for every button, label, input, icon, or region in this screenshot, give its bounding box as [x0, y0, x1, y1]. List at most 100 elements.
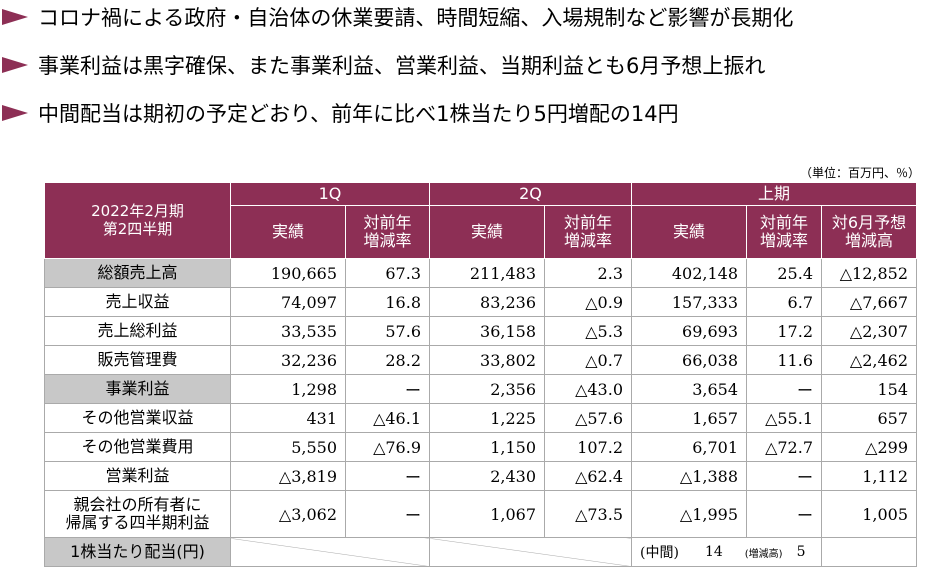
cell-q1: 74,097: [230, 287, 346, 317]
cell-h1-yoy: ー: [746, 461, 822, 491]
col-header-actual: 実績: [631, 205, 747, 259]
bullet-item: 中間配当は期初の予定どおり、前年に比べ1株当たり5円増配の14円: [2, 96, 940, 130]
col-header-actual: 実績: [230, 205, 346, 259]
group-header-1q: 1Q: [230, 182, 430, 206]
cell-h1-fc: △299: [820, 432, 918, 462]
cell-h1: 157,333: [631, 287, 747, 317]
cell-h1: 6,701: [631, 432, 747, 462]
triangle-bullet-icon: [2, 57, 28, 73]
cell-q1-yoy: △46.1: [345, 403, 430, 433]
table-row: 総額売上高 190,665 67.3 211,483 2.3 402,148 25.4 △12…: [44, 258, 918, 288]
cell-q2: 1,225: [429, 403, 545, 433]
row-label: 親会社の所有者に 帰属する四半期利益: [44, 490, 231, 538]
row-label: その他営業費用: [44, 432, 231, 462]
cell-q2-yoy: △0.9: [544, 287, 632, 317]
cell-q1-yoy: 16.8: [345, 287, 430, 317]
cell-q2: 2,356: [429, 374, 545, 404]
cell-q2-yoy: △57.6: [544, 403, 632, 433]
col-header-vs-forecast: 対6月予想 増減高: [820, 205, 918, 259]
dividend-values: (中間) 14 (増減高) 5: [631, 537, 822, 567]
cell-q2-yoy: 107.2: [544, 432, 632, 462]
cell-h1-yoy: 6.7: [746, 287, 822, 317]
interim-value: 14: [704, 544, 723, 560]
col-header-yoy: 対前年 増減率: [544, 205, 632, 259]
cell-q1-yoy: ー: [345, 490, 430, 538]
table-row: その他営業収益 431 △46.1 1,225 △57.6 1,657 △55.1 657: [44, 403, 918, 433]
row-label: 売上収益: [44, 287, 231, 317]
cell-q2-yoy: △5.3: [544, 316, 632, 346]
cell-q1: △3,819: [230, 461, 346, 491]
cell-q2-yoy: 2.3: [544, 258, 632, 288]
cell-h1: 66,038: [631, 345, 747, 375]
table-row: 売上収益 74,097 16.8 83,236 △0.9 157,333 6.7 △7,667: [44, 287, 918, 317]
bullet-text: 中間配当は期初の予定どおり、前年に比べ1株当たり5円増配の14円: [38, 102, 679, 126]
dividend-label: 1株当たり配当(円): [44, 537, 231, 567]
col-header-yoy: 対前年 増減率: [345, 205, 430, 259]
table-row: 親会社の所有者に 帰属する四半期利益 △3,062 ー 1,067 △73.5 △1,995…: [44, 490, 918, 538]
cell-h1: 1,657: [631, 403, 747, 433]
table-row: 事業利益 1,298 ー 2,356 △43.0 3,654 ー 154: [44, 374, 918, 404]
row-label: 売上総利益: [44, 316, 231, 346]
cell-h1-fc: △2,462: [820, 345, 918, 375]
bullet-text: 事業利益は黒字確保、また事業利益、営業利益、当期利益とも6月予想上振れ: [38, 54, 766, 78]
cell-q1-yoy: 67.3: [345, 258, 430, 288]
cell-q2: 33,802: [429, 345, 545, 375]
col-header-yoy: 対前年 増減率: [746, 205, 822, 259]
cell-q2: 1,067: [429, 490, 545, 538]
table-row: その他営業費用 5,550 △76.9 1,150 107.2 6,701 △72.7 △29…: [44, 432, 918, 462]
cell-q2-yoy: △62.4: [544, 461, 632, 491]
table-corner-header: 2022年2月期 第2四半期: [44, 182, 231, 259]
group-header-h1: 上期: [630, 182, 918, 206]
cell-h1-yoy: △72.7: [746, 432, 822, 462]
cell-q2-yoy: △43.0: [544, 374, 632, 404]
cell-h1-fc: △7,667: [820, 287, 918, 317]
cell-h1-fc: 657: [820, 403, 918, 433]
interim-label: (中間): [640, 545, 679, 561]
cell-q1: 32,236: [230, 345, 346, 375]
cell-q1: 190,665: [230, 258, 346, 288]
cell-q1: 33,535: [230, 316, 346, 346]
cell-h1-yoy: 25.4: [746, 258, 822, 288]
dividend-row: 1株当たり配当(円) (中間) 14 (増減高) 5: [44, 537, 918, 567]
corner-text: 2022年2月期 第2四半期: [91, 202, 184, 238]
increase-value: 5: [796, 544, 806, 560]
row-label: 営業利益: [44, 461, 231, 491]
bullet-list: コロナ禍による政府・自治体の休業要請、時間短縮、入場規制など影響が長期化 事業利…: [2, 0, 940, 130]
table-row: 営業利益 △3,819 ー 2,430 △62.4 △1,388 ー 1,112: [44, 461, 918, 491]
table-row: 売上総利益 33,535 57.6 36,158 △5.3 69,693 17.2 △2,30…: [44, 316, 918, 346]
cell-h1: 69,693: [631, 316, 747, 346]
cell-h1-fc: △12,852: [820, 258, 918, 288]
cell-q1: 5,550: [230, 432, 346, 462]
cell-q1: 431: [230, 403, 346, 433]
cell-h1-fc: 154: [820, 374, 918, 404]
cell-q1-yoy: 57.6: [345, 316, 430, 346]
cell-h1-fc: 1,005: [820, 490, 918, 538]
cell-q2: 36,158: [429, 316, 545, 346]
table-row: 販売管理費 32,236 28.2 33,802 △0.7 66,038 11.6 △2,46…: [44, 345, 918, 375]
triangle-bullet-icon: [2, 9, 28, 25]
cell-q1: 1,298: [230, 374, 346, 404]
cell-q2: 83,236: [429, 287, 545, 317]
cell-h1-yoy: ー: [746, 490, 822, 538]
row-label: 事業利益: [44, 374, 231, 404]
cell-h1-fc: △2,307: [820, 316, 918, 346]
cell-h1: 3,654: [631, 374, 747, 404]
cell-q2-yoy: △73.5: [544, 490, 632, 538]
row-label: その他営業収益: [44, 403, 231, 433]
row-label: 販売管理費: [44, 345, 231, 375]
cell-q2: 2,430: [429, 461, 545, 491]
row-label: 総額売上高: [44, 258, 231, 288]
empty-cell: [820, 537, 918, 567]
cell-h1: 402,148: [631, 258, 747, 288]
bullet-item: コロナ禍による政府・自治体の休業要請、時間短縮、入場規制など影響が長期化: [2, 0, 940, 34]
cell-q1-yoy: △76.9: [345, 432, 430, 462]
triangle-bullet-icon: [2, 105, 28, 121]
table-body: 総額売上高 190,665 67.3 211,483 2.3 402,148 25.4 △12…: [44, 258, 918, 567]
cell-h1-yoy: △55.1: [746, 403, 822, 433]
cell-h1-fc: 1,112: [820, 461, 918, 491]
cell-q1-yoy: ー: [345, 461, 430, 491]
cell-q1-yoy: ー: [345, 374, 430, 404]
increase-label: (増減高): [744, 548, 783, 560]
bullet-item: 事業利益は黒字確保、また事業利益、営業利益、当期利益とも6月予想上振れ: [2, 48, 940, 82]
unit-note: （単位：百万円、％）: [799, 166, 920, 180]
